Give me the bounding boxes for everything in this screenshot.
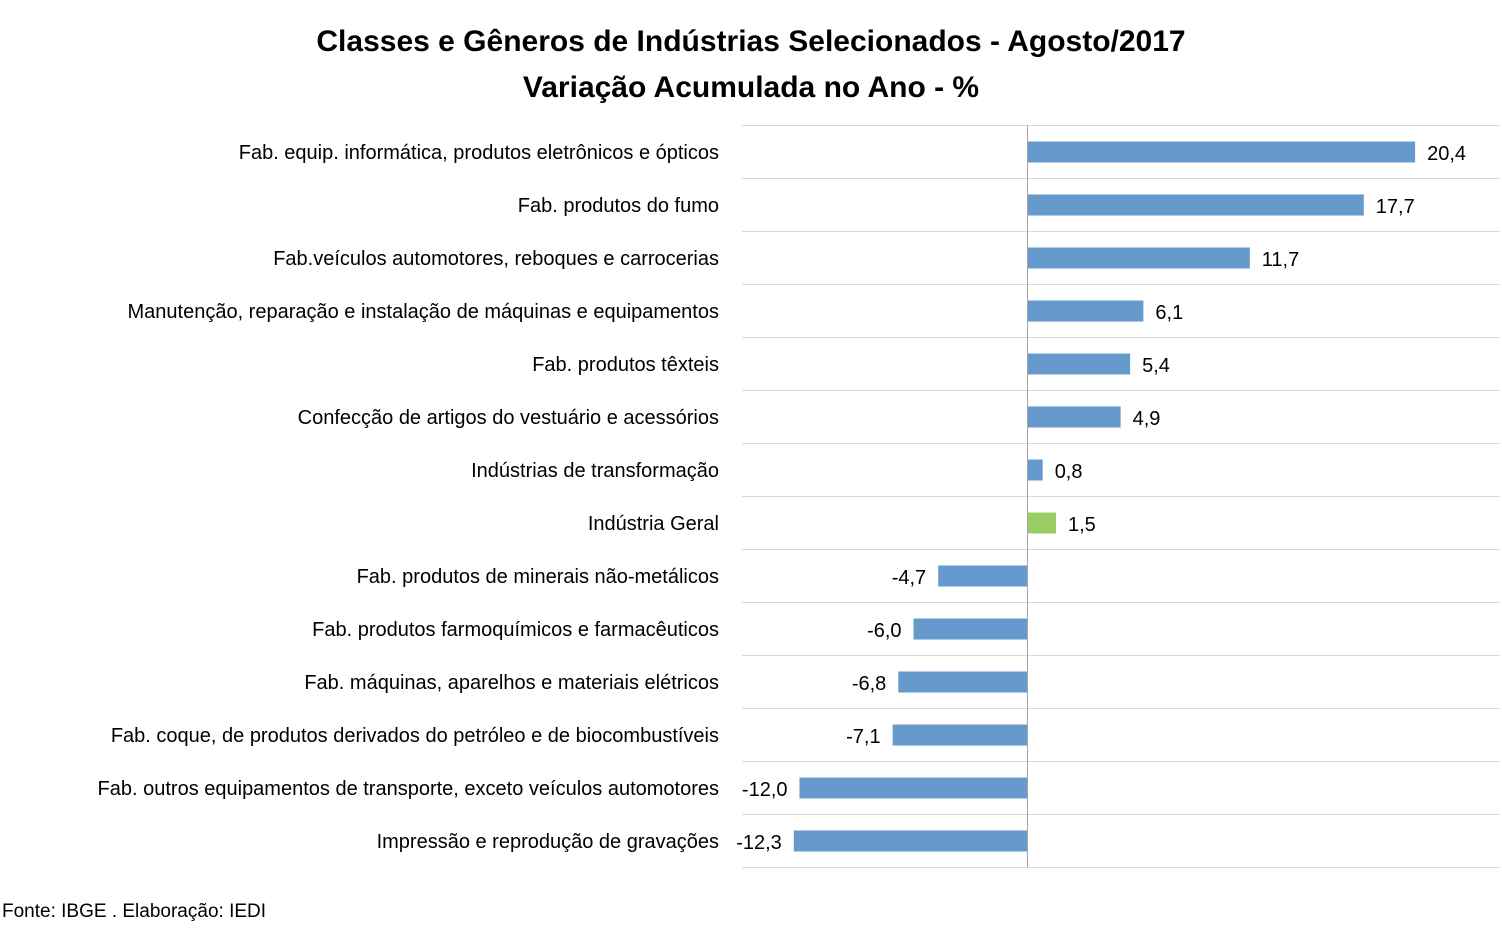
data-label: 1,5 [1068,514,1096,536]
data-label: 0,8 [1055,461,1083,483]
data-label: 5,4 [1142,355,1170,377]
category-label: Fab. coque, de produtos derivados do pet… [111,725,719,747]
bar [1027,353,1131,375]
category-label: Manutenção, reparação e instalação de má… [127,301,719,323]
bar [1027,194,1364,216]
bar [1027,300,1144,322]
data-label: -4,7 [892,567,926,589]
category-label: Fab. equip. informática, produtos eletrô… [239,142,719,164]
data-label: -6,8 [852,673,886,695]
data-label: 20,4 [1427,143,1466,165]
data-label: -12,0 [742,779,788,801]
bar [892,724,1028,746]
bar [1027,459,1043,481]
bar [793,830,1028,852]
bar [1027,141,1416,163]
category-label: Indústria Geral [588,513,719,535]
category-label: Fab. produtos do fumo [518,195,719,217]
bar [1027,512,1056,534]
data-label: -7,1 [846,726,880,748]
category-label: Fab. máquinas, aparelhos e materiais elé… [304,672,719,694]
bar [1027,247,1250,269]
bars [793,141,1416,852]
bar [938,565,1028,587]
bar [898,671,1028,693]
data-label: 17,7 [1376,196,1415,218]
data-label: 4,9 [1133,408,1161,430]
data-labels: 20,4 17,7 11,7 6,1 5,4 4,9 0,8 1,5 -4,7 -6,0 -6,8 -… [736,143,1466,854]
category-label: Confecção de artigos do vestuário e aces… [298,407,719,429]
chart-subtitle: Variação Acumulada no Ano - % [523,71,979,104]
bar [1027,406,1121,428]
data-label: 6,1 [1155,302,1183,324]
category-label: Fab. produtos de minerais não-metálicos [357,566,719,588]
category-label: Indústrias de transformação [471,460,719,482]
data-label: -12,3 [736,832,782,854]
source-note: Fonte: IBGE . Elaboração: IEDI [2,901,266,922]
data-label: 11,7 [1262,249,1299,271]
category-label: Fab. produtos têxteis [532,354,719,376]
bar [913,618,1028,640]
category-label: Fab. produtos farmoquímicos e farmacêuti… [312,619,719,641]
chart-title: Classes e Gêneros de Indústrias Selecion… [316,25,1185,58]
category-labels: Fab. equip. informática, produtos eletrô… [98,142,719,853]
data-label: -6,0 [867,620,901,642]
gridlines [742,125,1500,868]
category-label: Fab. outros equipamentos de transporte, … [98,778,719,800]
category-label: Impressão e reprodução de gravações [377,831,719,853]
bar [799,777,1028,799]
category-label: Fab.veículos automotores, reboques e car… [273,248,719,270]
